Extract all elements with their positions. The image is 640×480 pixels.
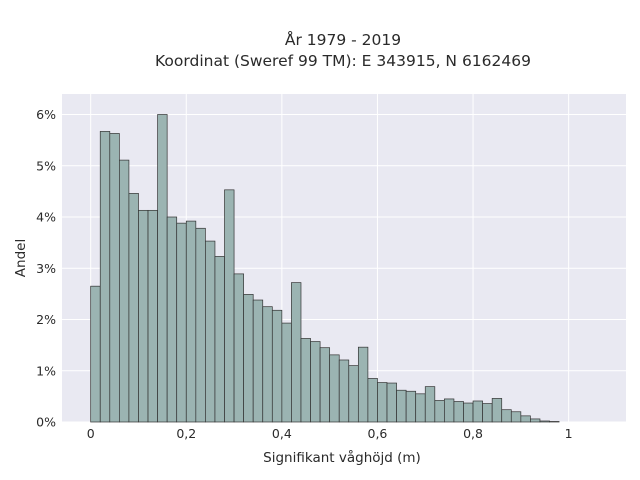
bar-47: [539, 420, 550, 423]
chart-title-line1: År 1979 - 2019: [285, 30, 401, 49]
x-tick-label-4: 0,8: [463, 426, 483, 441]
bar-48: [549, 421, 560, 423]
y-tick-label-3: 3%: [36, 261, 56, 276]
bar-16: [243, 294, 254, 423]
bar-42: [491, 398, 503, 423]
bar-38: [453, 401, 464, 423]
bar-12: [205, 240, 216, 423]
bar-29: [367, 378, 378, 423]
bar-24: [319, 347, 331, 423]
bar-5: [138, 209, 149, 423]
bar-18: [262, 306, 273, 423]
y-tick-label-4: 4%: [36, 210, 56, 225]
bar-43: [501, 409, 512, 423]
chart-title-line2: Koordinat (Sweref 99 TM): E 343915, N 61…: [155, 52, 531, 70]
y-tick-label-2: 2%: [36, 312, 56, 327]
bar-13: [214, 256, 225, 423]
x-tick-labels: 0 0,2 0,4 0,6 0,8 1: [87, 426, 573, 441]
bar-8: [166, 216, 178, 423]
bars-group: [90, 114, 560, 423]
bar-46: [530, 418, 541, 423]
y-tick-labels: 0% 1% 2% 3% 4% 5% 6%: [36, 107, 56, 430]
x-tick-label-5: 1: [565, 426, 573, 441]
bar-22: [300, 338, 311, 423]
bar-33: [405, 390, 417, 423]
bar-27: [348, 365, 359, 423]
bar-4: [128, 193, 139, 423]
bar-35: [424, 386, 436, 423]
bar-37: [444, 398, 455, 423]
bar-9: [176, 222, 187, 423]
bar-31: [386, 382, 397, 423]
x-tick-label-0: 0: [87, 426, 95, 441]
bar-39: [463, 402, 474, 423]
bar-30: [377, 382, 388, 423]
bar-11: [195, 227, 206, 423]
bar-36: [434, 400, 445, 423]
bar-32: [396, 389, 407, 423]
x-tick-label-1: 0,2: [176, 426, 196, 441]
bar-20: [281, 322, 292, 423]
bar-41: [482, 403, 493, 423]
bar-26: [338, 359, 350, 423]
bar-10: [185, 220, 197, 423]
bar-28: [357, 346, 369, 423]
bar-21: [291, 282, 302, 423]
y-axis-label: Andel: [13, 239, 29, 277]
bar-15: [233, 273, 244, 423]
bar-1: [99, 131, 111, 423]
y-tick-label-0: 0%: [36, 415, 56, 430]
x-tick-label-3: 0,6: [368, 426, 388, 441]
y-tick-label-6: 6%: [36, 107, 56, 122]
bar-6: [147, 209, 158, 423]
bar-25: [329, 354, 340, 423]
bar-3: [119, 159, 130, 423]
y-tick-label-1: 1%: [36, 363, 56, 378]
x-axis-label: Signifikant våghöjd (m): [263, 449, 421, 466]
bar-45: [520, 415, 531, 423]
bar-2: [109, 133, 120, 423]
bar-7: [157, 114, 168, 423]
bar-44: [510, 411, 522, 423]
bar-34: [415, 393, 426, 423]
bar-17: [252, 299, 264, 423]
y-tick-label-5: 5%: [36, 158, 56, 173]
bar-23: [310, 341, 321, 423]
bar-0: [90, 285, 101, 423]
bar-19: [271, 309, 283, 423]
x-tick-label-2: 0,4: [272, 426, 292, 441]
bar-14: [224, 189, 235, 423]
bar-40: [472, 400, 483, 423]
